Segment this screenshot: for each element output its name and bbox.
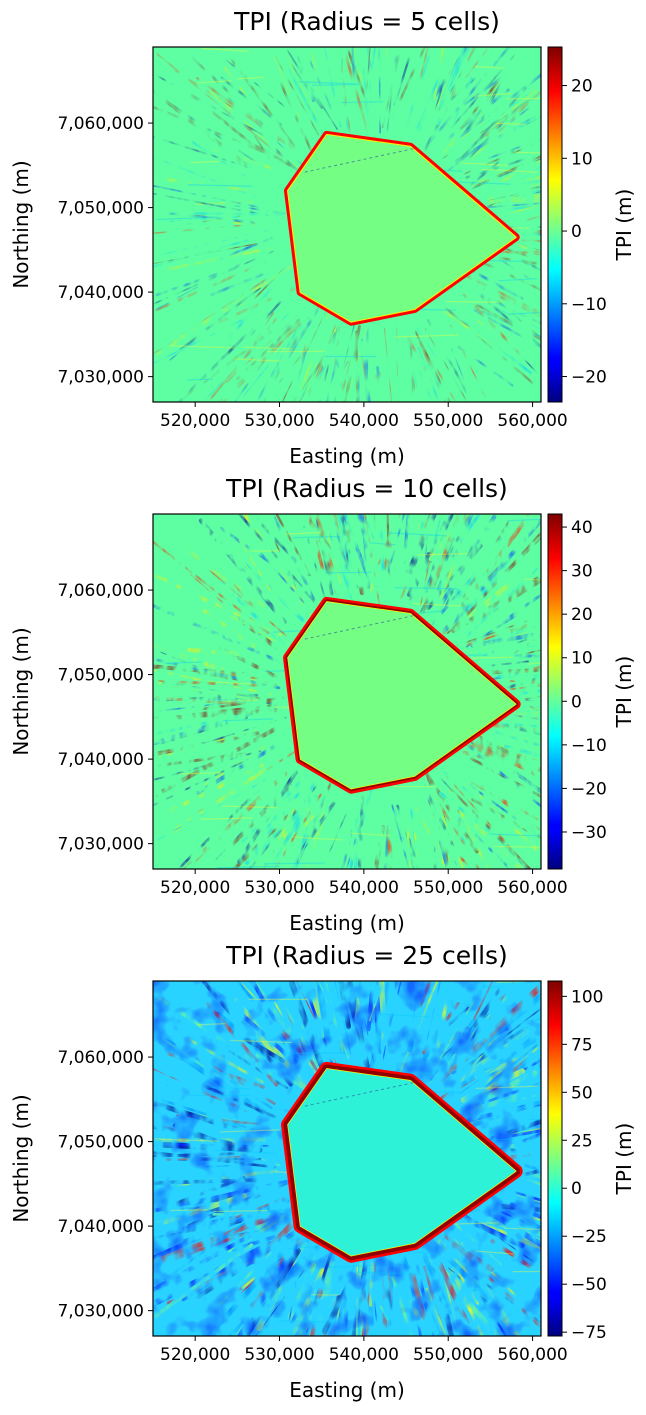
y-tick-label: 7,030,000: [57, 1302, 144, 1322]
colorbar-tick-label: −20: [571, 779, 607, 799]
y-tick-label: 7,040,000: [57, 750, 144, 770]
y-tick-label: 7,030,000: [57, 368, 144, 388]
texture-line: [264, 863, 325, 864]
x-axis-label: Easting (m): [289, 911, 405, 935]
y-tick-label: 7,050,000: [57, 666, 144, 686]
y-tick-label: 7,040,000: [57, 283, 144, 303]
y-tick-label: 7,060,000: [57, 1048, 144, 1068]
colorbar-tick-label: 75: [571, 1035, 593, 1055]
colorbar: [548, 47, 562, 402]
colorbar-tick-label: 40: [571, 518, 593, 538]
x-tick-label: 550,000: [413, 1345, 483, 1365]
x-axis-label: Easting (m): [289, 444, 405, 468]
x-tick-label: 540,000: [329, 411, 399, 431]
colorbar-tick-label: 30: [571, 562, 593, 582]
x-tick-label: 540,000: [329, 878, 399, 898]
x-tick-label: 550,000: [413, 411, 483, 431]
x-tick-label: 530,000: [244, 1345, 314, 1365]
texture-line: [325, 572, 371, 573]
colorbar: [548, 514, 562, 869]
texture-line: [170, 1210, 207, 1211]
y-tick-label: 7,030,000: [57, 835, 144, 855]
colorbar-label: TPI (m): [612, 656, 636, 729]
colorbar: [548, 981, 562, 1336]
x-tick-label: 520,000: [160, 411, 230, 431]
x-tick-label: 550,000: [413, 878, 483, 898]
colorbar-tick-label: −75: [571, 1323, 607, 1343]
x-tick-label: 520,000: [160, 878, 230, 898]
panel-3: TPI (Radius = 25 cells) 520,000 530,000 540…: [9, 866, 646, 1411]
x-axis-label: Easting (m): [289, 1378, 405, 1402]
colorbar-tick-label: 0: [571, 222, 582, 242]
colorbar-label: TPI (m): [612, 189, 636, 262]
y-tick-label: 7,050,000: [57, 1133, 144, 1153]
colorbar-tick-label: 0: [571, 1179, 582, 1199]
y-tick-label: 7,060,000: [57, 581, 144, 601]
y-axis-label: Northing (m): [9, 160, 33, 288]
y-tick-label: 7,050,000: [57, 199, 144, 219]
chart-title: TPI (Radius = 10 cells): [225, 474, 508, 503]
y-axis-label: Northing (m): [9, 1094, 33, 1222]
texture-line: [190, 1095, 250, 1096]
texture-line: [468, 987, 503, 988]
colorbar-tick-label: −20: [571, 368, 607, 388]
colorbar-tick-label: 10: [571, 149, 593, 169]
texture-line: [312, 85, 359, 86]
x-tick-label: 530,000: [244, 878, 314, 898]
panel-1: TPI (Radius = 5 cells) 520,000 530,000 540,…: [9, 0, 646, 531]
y-tick-label: 7,060,000: [57, 114, 144, 134]
y-tick-label: 7,040,000: [57, 1217, 144, 1237]
y-axis-label: Northing (m): [9, 627, 33, 755]
streak: [379, 34, 380, 133]
x-tick-label: 520,000: [160, 1345, 230, 1365]
colorbar-tick-label: 20: [571, 77, 593, 97]
x-tick-label: 560,000: [497, 1345, 567, 1365]
colorbar-tick-label: 100: [571, 987, 603, 1007]
chart-title: TPI (Radius = 5 cells): [233, 7, 500, 36]
colorbar-tick-label: 20: [571, 605, 593, 625]
colorbar-tick-label: −10: [571, 736, 607, 756]
colorbar-tick-label: 0: [571, 692, 582, 712]
x-tick-label: 530,000: [244, 411, 314, 431]
panel-2: TPI (Radius = 10 cells) 520,000 530,000 540…: [9, 399, 646, 984]
colorbar-tick-label: 50: [571, 1083, 593, 1103]
colorbar-tick-label: 25: [571, 1131, 593, 1151]
chart-title: TPI (Radius = 25 cells): [225, 941, 508, 970]
colorbar-tick-label: −25: [571, 1227, 607, 1247]
colorbar-label: TPI (m): [612, 1123, 636, 1196]
texture-line: [282, 1053, 345, 1054]
texture-line: [446, 302, 498, 303]
colorbar-tick-label: −30: [571, 823, 607, 843]
x-tick-label: 560,000: [497, 878, 567, 898]
x-tick-label: 560,000: [497, 411, 567, 431]
texture-line: [187, 379, 213, 380]
colorbar-tick-label: 10: [571, 649, 593, 669]
texture-line: [494, 847, 556, 848]
colorbar-tick-label: −50: [571, 1275, 607, 1295]
x-tick-label: 540,000: [329, 1345, 399, 1365]
colorbar-tick-label: −10: [571, 295, 607, 315]
